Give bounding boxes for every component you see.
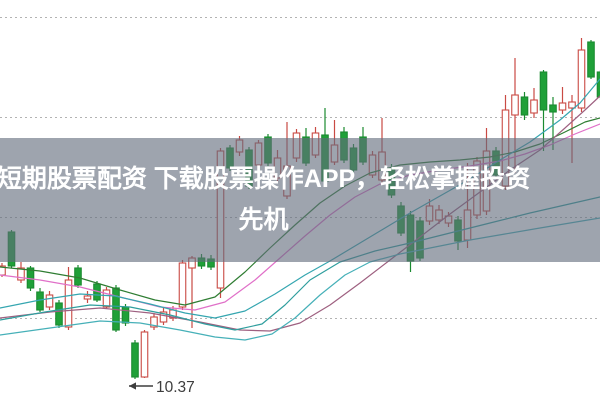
low-annotation: 10.37 (129, 379, 195, 396)
low-price-label: 10.37 (156, 379, 195, 396)
low-arrow-head-icon (129, 382, 136, 390)
promo-banner: 短期股票配资 下载股票操作APP，轻松掌握投资 先机 (0, 138, 600, 262)
banner-text-line2: 先机 (238, 206, 289, 234)
banner-text-line1: 短期股票配资 下载股票操作APP，轻松掌握投资 (0, 165, 531, 193)
